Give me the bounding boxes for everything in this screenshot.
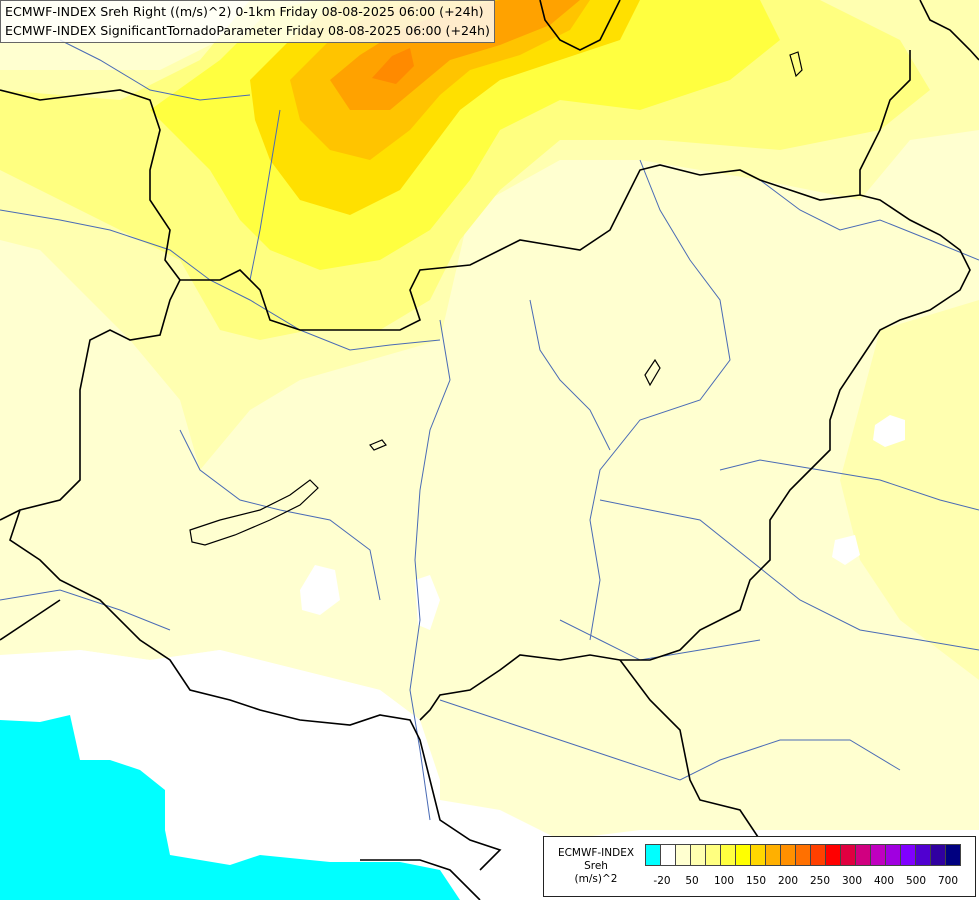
title-sreh: ECMWF-INDEX Sreh Right ((m/s)^2) 0-1km F… bbox=[5, 4, 484, 19]
legend-tick-label: 500 bbox=[905, 875, 927, 887]
legend-swatch bbox=[675, 844, 691, 866]
lake-outlines bbox=[189, 51, 803, 546]
legend-tick-label: 250 bbox=[809, 875, 831, 887]
legend-tick-label: 50 bbox=[685, 875, 699, 887]
legend-swatch bbox=[810, 844, 826, 866]
legend-tick-label: 150 bbox=[745, 875, 767, 887]
color-legend: ECMWF-INDEX Sreh (m/s)^2 -20 50 100 150 200 2… bbox=[543, 836, 976, 897]
legend-swatch bbox=[885, 844, 901, 866]
legend-colorbar bbox=[645, 844, 961, 866]
legend-swatch bbox=[870, 844, 886, 866]
legend-swatch bbox=[930, 844, 946, 866]
rivers bbox=[0, 39, 979, 821]
legend-tick-label: 200 bbox=[777, 875, 799, 887]
map-title-box: ECMWF-INDEX Sreh Right ((m/s)^2) 0-1km F… bbox=[0, 0, 495, 43]
title-stp: ECMWF-INDEX SignificantTornadoParameter … bbox=[5, 23, 490, 38]
legend-tick-label: 700 bbox=[937, 875, 959, 887]
legend-swatch bbox=[915, 844, 931, 866]
legend-swatch bbox=[705, 844, 721, 866]
legend-swatch bbox=[660, 844, 676, 866]
legend-swatch bbox=[735, 844, 751, 866]
legend-swatch bbox=[825, 844, 841, 866]
legend-tick-label: 400 bbox=[873, 875, 895, 887]
legend-swatch bbox=[750, 844, 766, 866]
legend-swatch bbox=[795, 844, 811, 866]
legend-swatch bbox=[840, 844, 856, 866]
sreh-contour-fill bbox=[0, 0, 979, 840]
legend-tick-label: 300 bbox=[841, 875, 863, 887]
legend-swatch bbox=[645, 844, 661, 866]
legend-swatch bbox=[690, 844, 706, 866]
legend-swatch bbox=[855, 844, 871, 866]
negative-sreh-cyan-regions bbox=[0, 715, 460, 900]
legend-title: ECMWF-INDEX Sreh (m/s)^2 bbox=[546, 847, 646, 886]
legend-tick-labels: -20 50 100 150 200 250 300 400 500 700 bbox=[645, 875, 975, 889]
legend-tick-label: 100 bbox=[713, 875, 735, 887]
legend-swatch bbox=[765, 844, 781, 866]
legend-swatch bbox=[720, 844, 736, 866]
legend-swatch bbox=[900, 844, 916, 866]
legend-parameter-label: Sreh bbox=[584, 860, 608, 872]
legend-unit-label: (m/s)^2 bbox=[574, 873, 618, 885]
legend-model-label: ECMWF-INDEX bbox=[557, 847, 635, 859]
legend-tick-label: -20 bbox=[653, 875, 671, 887]
legend-swatch bbox=[945, 844, 961, 866]
legend-swatch bbox=[780, 844, 796, 866]
